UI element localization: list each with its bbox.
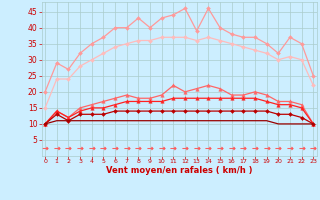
X-axis label: Vent moyen/en rafales ( km/h ): Vent moyen/en rafales ( km/h ) [106,166,252,175]
